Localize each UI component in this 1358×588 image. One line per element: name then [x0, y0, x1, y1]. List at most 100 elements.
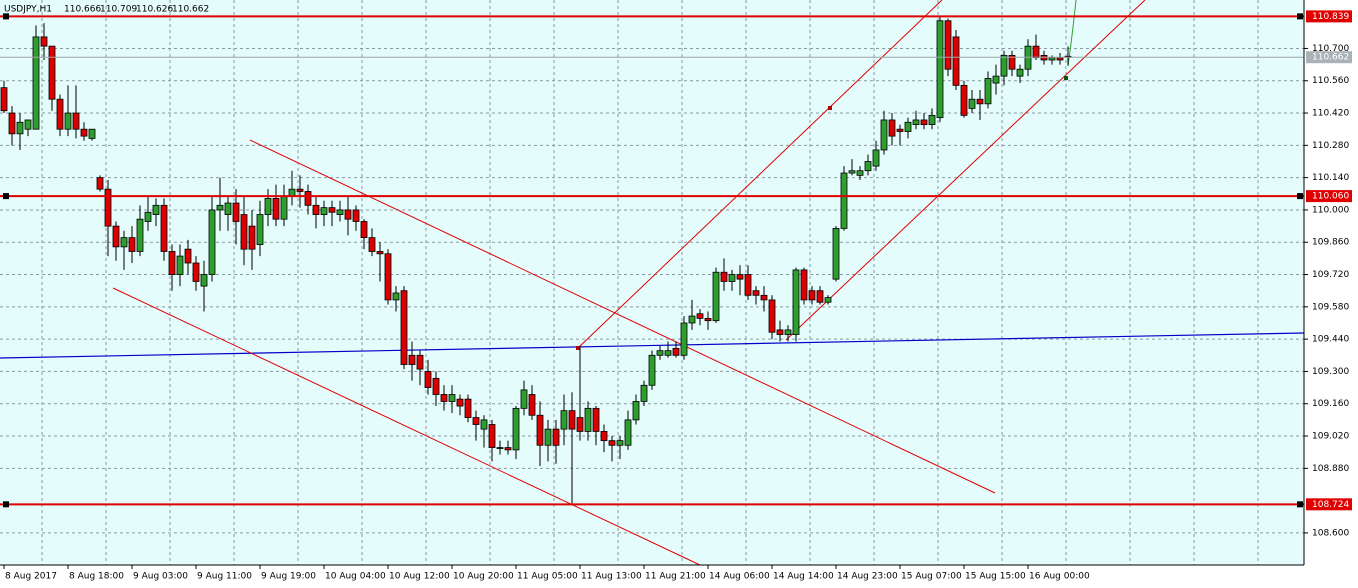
candle-body: [136, 218, 144, 252]
candle-body: [1016, 68, 1024, 77]
x-tick-label: 8 Aug 18:00: [69, 572, 124, 582]
candle-body: [968, 98, 976, 109]
candle-body: [728, 274, 736, 282]
candle-body: [480, 419, 488, 430]
candle-body: [48, 45, 56, 100]
candle-body: [816, 290, 824, 303]
trendline: [249, 139, 996, 494]
anchor-point: [828, 106, 832, 110]
candle-body: [872, 149, 880, 167]
levels: [0, 13, 1304, 508]
candle-body: [808, 290, 816, 301]
trendlines: [0, 0, 1305, 566]
candle-body: [888, 119, 896, 137]
candle-body: [224, 202, 232, 215]
y-tick-label: 109.580: [1312, 302, 1349, 312]
level-label-box: [1306, 190, 1352, 203]
plot-area: [0, 0, 1304, 565]
candle-body: [304, 191, 312, 206]
candle-body: [368, 237, 376, 252]
candles: [0, 16, 1072, 506]
y-tick-label: 109.020: [1312, 432, 1349, 442]
price-axis: [1304, 0, 1358, 588]
x-tick-label: 14 Aug 14:00: [773, 572, 834, 582]
candle-body: [160, 204, 168, 252]
level-label: 110.060: [1312, 192, 1349, 202]
level-handle: [1297, 193, 1303, 200]
indicator-line: [0, 332, 1305, 359]
x-tick-label: 11 Aug 13:00: [581, 572, 642, 582]
x-tick-label: 11 Aug 21:00: [645, 572, 706, 582]
candle-body: [928, 114, 936, 125]
candle-body: [520, 389, 528, 409]
candle-body: [544, 428, 552, 446]
candle-body: [24, 119, 32, 130]
candle-body: [376, 251, 384, 255]
candle-body: [104, 188, 112, 227]
candle-body: [176, 255, 184, 275]
level-handle: [1297, 501, 1303, 508]
candle-body: [144, 211, 152, 222]
level-handle: [1297, 13, 1303, 20]
candle-body: [848, 170, 856, 174]
candle-body: [600, 431, 608, 442]
candle-body: [416, 354, 424, 370]
candle-body: [168, 251, 176, 275]
y-tick-label: 108.880: [1312, 464, 1349, 474]
candle-body: [680, 322, 688, 356]
x-tick-label: 10 Aug 20:00: [453, 572, 514, 582]
level-label-box: [1306, 10, 1352, 23]
x-tick-label: 15 Aug 15:00: [965, 572, 1026, 582]
candle-body: [1000, 54, 1008, 77]
high-value: 110.709: [100, 5, 137, 15]
candle-body: [992, 75, 1000, 84]
candle-body: [256, 214, 264, 245]
candle-body: [984, 78, 992, 105]
candle-body: [472, 417, 480, 425]
candle-body: [552, 428, 560, 446]
candle-body: [280, 195, 288, 220]
anchor-point: [576, 346, 580, 350]
candle-body: [776, 329, 784, 335]
candle-body: [944, 20, 952, 70]
y-tick-label: 109.300: [1312, 367, 1349, 377]
axes: 110.700 110.560 110.420 110.280 110.140 110.0…: [3, 10, 1352, 582]
candle-body: [824, 297, 832, 303]
candle-body: [192, 262, 200, 282]
candle-body: [696, 313, 704, 319]
candle-body: [560, 410, 568, 430]
x-tick-label: 9 Aug 11:00: [197, 572, 252, 582]
x-tick-label: 14 Aug 06:00: [709, 572, 770, 582]
candle-body: [400, 290, 408, 365]
level-handle: [3, 193, 9, 200]
candle-body: [640, 384, 648, 402]
candle-body: [1032, 45, 1040, 59]
candle-body: [744, 274, 752, 296]
trendline: [577, 0, 943, 349]
candle-body: [96, 177, 104, 190]
candle-body: [976, 98, 984, 105]
candle-body: [512, 407, 520, 451]
candle-body: [56, 98, 64, 130]
candle-body: [832, 227, 840, 280]
y-tick-label: 110.560: [1312, 76, 1349, 86]
candle-body: [528, 394, 536, 416]
candle-body: [32, 36, 40, 130]
candle-body: [288, 188, 296, 197]
symbol: USDJPY,H1: [4, 5, 52, 15]
x-tick-label: 16 Aug 00:00: [1029, 572, 1090, 582]
candle-body: [40, 36, 48, 47]
candle-body: [688, 315, 696, 324]
candle-body: [504, 447, 512, 451]
y-tick-label: 109.160: [1312, 399, 1349, 409]
candle-body: [768, 299, 776, 333]
candle-body: [656, 350, 664, 356]
candle-body: [584, 407, 592, 432]
candle-body: [432, 377, 440, 395]
candle-body: [664, 350, 672, 356]
candle-body: [88, 128, 96, 139]
candle-body: [488, 424, 496, 448]
trendline: [785, 0, 1146, 341]
candle-body: [344, 209, 352, 220]
